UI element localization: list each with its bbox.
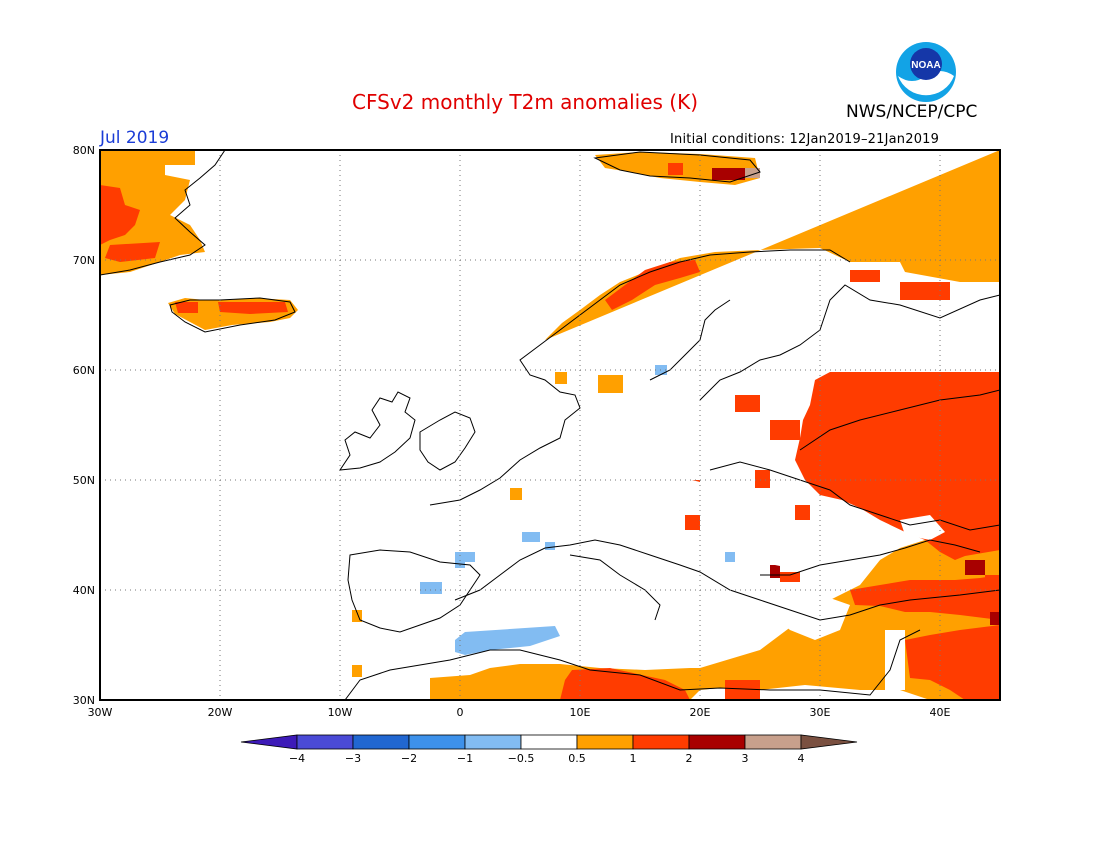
colorbar-segment xyxy=(520,734,578,750)
lon-tick-label: 20E xyxy=(690,706,711,719)
colorbar-segment xyxy=(688,734,746,750)
lat-tick-label: 40N xyxy=(73,584,95,597)
graticule xyxy=(100,150,1000,700)
map-frame xyxy=(99,149,1001,701)
logo-text: NOAA xyxy=(911,60,940,71)
colorbar-tick-label: 4 xyxy=(798,752,805,765)
colorbar-high-extend xyxy=(800,734,858,750)
colorbar-tick-label: −4 xyxy=(289,752,305,765)
colorbar-segment xyxy=(744,734,802,750)
initial-conditions-label: Initial conditions: 12Jan2019–21Jan2019 xyxy=(670,132,940,147)
lat-tick-label: 70N xyxy=(73,254,95,267)
colorbar-tick-label: −0.5 xyxy=(508,752,535,765)
noaa-logo: NOAA xyxy=(896,42,956,102)
lat-tick-label: 80N xyxy=(73,144,95,157)
colorbar: −4 −3 −2 −1 −0.5 0.5 1 2 3 4 xyxy=(240,734,858,765)
colorbar-segment xyxy=(352,734,410,750)
colorbar-low-extend xyxy=(240,734,298,750)
colorbar-tick-label: 3 xyxy=(742,752,749,765)
colorbar-segment xyxy=(296,734,354,750)
colorbar-segment xyxy=(464,734,522,750)
lon-tick-label: 10W xyxy=(328,706,353,719)
lon-tick-label: 10E xyxy=(570,706,591,719)
anomaly-shading xyxy=(100,150,1000,700)
longitude-labels: 30W 20W 10W 0 10E 20E 30E 40E xyxy=(88,706,951,719)
lat-tick-label: 50N xyxy=(73,474,95,487)
colorbar-segment xyxy=(632,734,690,750)
lat-tick-label: 30N xyxy=(73,694,95,707)
latitude-labels: 80N 70N 60N 50N 40N 30N xyxy=(73,144,95,707)
colorbar-tick-label: 1 xyxy=(630,752,637,765)
chart-title: CFSv2 monthly T2m anomalies (K) xyxy=(352,90,698,114)
coastlines xyxy=(100,150,1000,700)
lon-tick-label: 40E xyxy=(930,706,951,719)
colorbar-tick-label: −1 xyxy=(457,752,473,765)
lon-tick-label: 0 xyxy=(457,706,464,719)
colorbar-tick-label: −2 xyxy=(401,752,417,765)
colorbar-segment xyxy=(408,734,466,750)
lat-tick-label: 60N xyxy=(73,364,95,377)
lon-tick-label: 20W xyxy=(208,706,233,719)
lon-tick-label: 30W xyxy=(88,706,113,719)
colorbar-tick-label: −3 xyxy=(345,752,361,765)
colorbar-segment xyxy=(576,734,634,750)
colorbar-tick-label: 0.5 xyxy=(568,752,586,765)
colorbar-tick-label: 2 xyxy=(686,752,693,765)
month-label: Jul 2019 xyxy=(100,128,170,148)
agency-label: NWS/NCEP/CPC xyxy=(846,102,978,122)
lon-tick-label: 30E xyxy=(810,706,831,719)
